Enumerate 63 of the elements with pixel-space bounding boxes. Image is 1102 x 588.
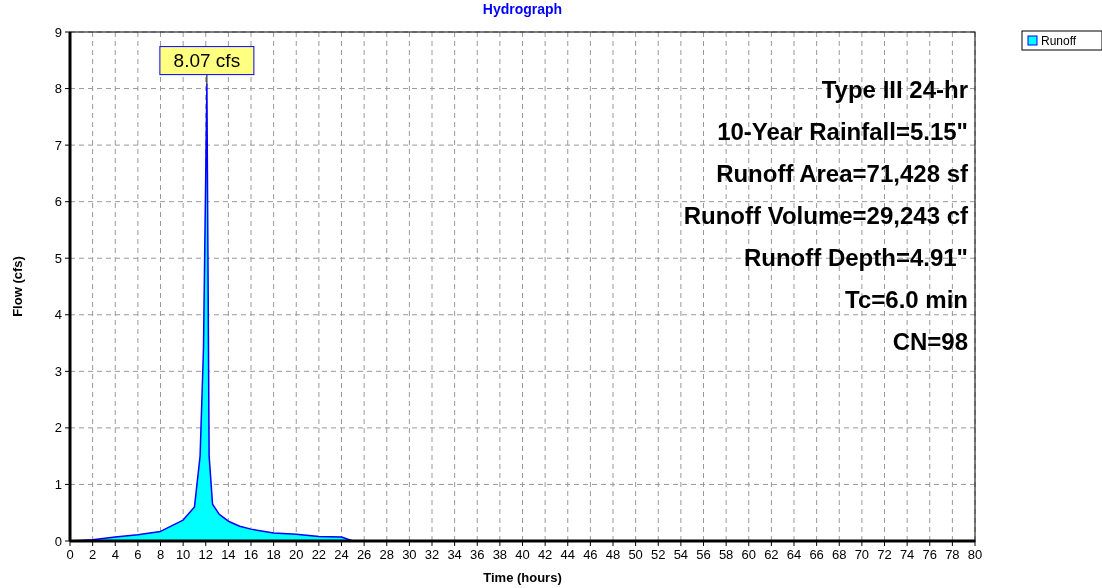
x-tick-label: 78	[945, 547, 960, 562]
x-tick-label: 68	[832, 547, 847, 562]
y-tick-label: 3	[54, 363, 62, 379]
x-tick-label: 60	[741, 547, 756, 562]
x-tick-label: 76	[922, 547, 937, 562]
annotation: Type III 24-hr	[821, 76, 968, 103]
x-tick-label: 20	[289, 547, 304, 562]
y-tick-label: 5	[54, 250, 62, 266]
x-tick-label: 42	[537, 547, 553, 562]
x-tick-label: 18	[266, 547, 281, 562]
x-tick-label: 44	[560, 547, 575, 562]
x-tick-label: 34	[447, 547, 462, 562]
y-axis-title: Flow (cfs)	[10, 256, 25, 317]
x-tick-label: 32	[424, 547, 440, 562]
x-tick-label: 0	[66, 547, 74, 562]
annotation: Runoff Area=71,428 sf	[716, 160, 969, 187]
x-tick-label: 2	[89, 547, 97, 562]
x-tick-label: 12	[198, 547, 213, 562]
x-tick-label: 16	[243, 547, 259, 562]
y-tick-label: 6	[54, 194, 62, 210]
annotation: 8.07 cfs	[173, 49, 241, 71]
x-tick-label: 48	[605, 547, 621, 562]
y-tick-label: 8	[54, 81, 62, 97]
x-tick-label: 54	[673, 547, 689, 562]
x-tick-label: 40	[515, 547, 530, 562]
x-tick-label: 22	[311, 547, 327, 562]
y-tick-label: 1	[54, 476, 62, 492]
legend-label: Runoff	[1041, 34, 1077, 48]
x-tick-label: 56	[696, 547, 711, 562]
x-tick-label: 64	[786, 547, 802, 562]
x-tick-label: 36	[470, 547, 485, 562]
y-tick-label: 0	[54, 533, 62, 549]
x-tick-label: 24	[334, 547, 349, 562]
x-tick-label: 66	[809, 547, 824, 562]
x-tick-label: 26	[356, 547, 372, 562]
annotation: Runoff Volume=29,243 cf	[683, 202, 970, 229]
x-tick-label: 52	[651, 547, 666, 562]
x-tick-label: 30	[402, 547, 417, 562]
annotation: Tc=6.0 min	[845, 286, 968, 313]
x-tick-label: 38	[492, 547, 508, 562]
y-tick-label: 9	[54, 24, 62, 40]
x-tick-label: 58	[718, 547, 734, 562]
x-tick-label: 8	[156, 547, 165, 562]
x-tick-label: 14	[221, 547, 236, 562]
x-tick-label: 46	[583, 547, 598, 562]
annotation: Runoff Depth=4.91"	[743, 244, 968, 271]
y-tick-label: 4	[54, 307, 62, 323]
x-tick-label: 10	[175, 547, 191, 562]
x-tick-label: 80	[967, 547, 983, 562]
x-tick-label: 72	[877, 547, 892, 562]
y-tick-label: 2	[54, 420, 62, 436]
x-tick-label: 28	[379, 547, 394, 562]
chart-title: Hydrograph	[482, 1, 563, 17]
x-tick-label: 6	[134, 547, 142, 562]
x-axis-title: Time (hours)	[483, 570, 562, 585]
x-tick-label: 50	[628, 547, 643, 562]
x-tick-label: 70	[854, 547, 870, 562]
y-tick-label: 7	[54, 137, 62, 153]
x-tick-label: 62	[764, 547, 779, 562]
x-tick-label: 74	[899, 547, 915, 562]
annotation: 10-Year Rainfall=5.15"	[717, 118, 968, 145]
annotation: CN=98	[892, 328, 968, 355]
x-tick-label: 4	[111, 547, 119, 562]
